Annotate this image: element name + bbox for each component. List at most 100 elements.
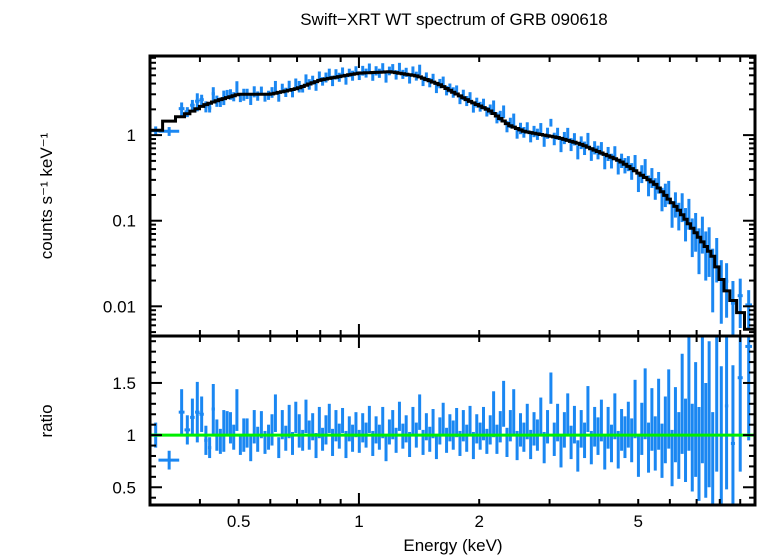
ratio-data-point	[647, 422, 651, 473]
ratio-data-point	[245, 418, 249, 448]
ratio-data-point	[235, 389, 239, 431]
spectrum-data-point	[603, 154, 607, 170]
spectrum-data-point	[532, 125, 536, 138]
ratio-data-point	[475, 414, 479, 444]
spectrum-data-point	[643, 159, 647, 179]
ratio-data-point	[431, 409, 435, 439]
spectrum-y-ticks: 1 0.1 0.01	[103, 56, 755, 334]
ratio-data-point	[222, 410, 226, 452]
ratio-data-point	[579, 410, 583, 448]
ratio-data-point	[314, 433, 318, 459]
spectrum-data-point	[384, 71, 388, 83]
ratio-data-point	[542, 431, 546, 464]
ratio-data-point	[566, 393, 570, 436]
spectrum-data-point	[199, 94, 204, 106]
ratio-data-point	[297, 414, 301, 448]
ratio-data-point	[636, 435, 640, 477]
x-tick-label: 2	[474, 512, 483, 531]
ratio-data-point	[522, 422, 526, 452]
ratio-data-point	[552, 422, 556, 456]
ratio-data-point	[351, 424, 355, 452]
ratio-data-point	[207, 437, 212, 459]
ratio-data-point	[249, 436, 253, 462]
spectrum-data-point	[502, 105, 506, 119]
spectrum-model-curve	[150, 70, 755, 331]
ratio-data-point	[190, 398, 195, 437]
ratio-data-point	[488, 415, 492, 445]
x-tick-label: 1	[354, 512, 363, 531]
ratio-data-point	[559, 434, 563, 468]
ratio-data-point	[225, 411, 229, 437]
ratio-data-point	[381, 406, 385, 439]
ratio-data-point	[367, 405, 371, 434]
spectrum-data-point	[492, 100, 496, 115]
spectrum-y-tick-label: 0.1	[112, 212, 136, 231]
ratio-data-point	[256, 426, 260, 452]
ratio-data-point	[195, 381, 200, 443]
ratio-data-point	[670, 429, 674, 487]
ratio-data-point	[287, 404, 291, 439]
ratio-data-point	[606, 406, 610, 449]
ratio-panel-frame	[148, 334, 757, 507]
ratio-data-point	[465, 424, 469, 452]
spectrum-data-point	[190, 99, 195, 112]
ratio-data-point	[357, 429, 361, 453]
ratio-data-point	[252, 410, 256, 444]
spectrum-data-point	[559, 137, 563, 153]
ratio-data-point	[384, 434, 388, 462]
spectrum-data-point	[249, 94, 253, 105]
ratio-data-point	[539, 397, 543, 436]
ratio-data-point	[158, 450, 180, 470]
ratio-data-point	[284, 425, 288, 451]
spectrum-data-point	[235, 81, 239, 94]
ratio-data-point	[354, 412, 358, 438]
ratio-data-point	[532, 412, 536, 446]
ratio-data-point	[630, 418, 634, 463]
ratio-data-point	[687, 336, 691, 451]
spectrum-data-point	[633, 155, 637, 172]
ratio-data-point	[341, 407, 345, 434]
ratio-data-point	[184, 415, 191, 445]
ratio-data-point	[620, 409, 624, 451]
ratio-data-point	[445, 427, 449, 453]
ratio-data-point	[324, 415, 328, 445]
ratio-data-point	[653, 416, 657, 471]
ratio-data-point	[331, 428, 335, 456]
ratio-data-point	[428, 426, 432, 452]
spectrum-data-point	[374, 66, 378, 76]
spectrum-data-point	[650, 168, 654, 188]
ratio-y-tick-label: 0.5	[112, 478, 136, 497]
spectrum-data-point	[294, 78, 298, 89]
ratio-data-point	[684, 398, 688, 483]
ratio-data-point	[228, 412, 232, 444]
chart-title: Swift−XRT WT spectrum of GRB 090618	[300, 10, 608, 29]
spectrum-data-point	[730, 281, 735, 336]
x-tick-label: 5	[633, 512, 642, 531]
spectrum-data-point	[273, 80, 277, 93]
ratio-data-point	[204, 425, 208, 455]
spectrum-y-tick-label: 0.01	[103, 297, 136, 316]
spectrum-data-point	[566, 127, 570, 141]
ratio-data-point	[576, 440, 580, 472]
spectrum-data-point	[207, 104, 212, 113]
ratio-data-point	[673, 387, 677, 463]
spectrum-data-point	[341, 67, 345, 76]
ratio-data-point	[495, 424, 499, 454]
ratio-data-point	[546, 410, 550, 444]
ratio-data-point	[663, 396, 667, 464]
ratio-data-point	[277, 437, 281, 459]
ratio-data-point	[361, 413, 365, 443]
ratio-data-point	[301, 429, 305, 451]
ratio-data-point	[441, 402, 445, 435]
x-axis-label: Energy (keV)	[403, 536, 502, 555]
x-tick-label: 0.5	[227, 512, 251, 531]
spectrum-data-point	[680, 193, 684, 223]
ratio-data-point	[613, 393, 617, 440]
spectrum-data-point	[327, 68, 331, 78]
ratio-data-point	[505, 427, 509, 458]
spectrum-data-point	[745, 290, 752, 330]
spectrum-data-point	[704, 231, 708, 281]
ratio-data-point	[626, 401, 630, 448]
spectrum-data-point	[670, 200, 674, 228]
